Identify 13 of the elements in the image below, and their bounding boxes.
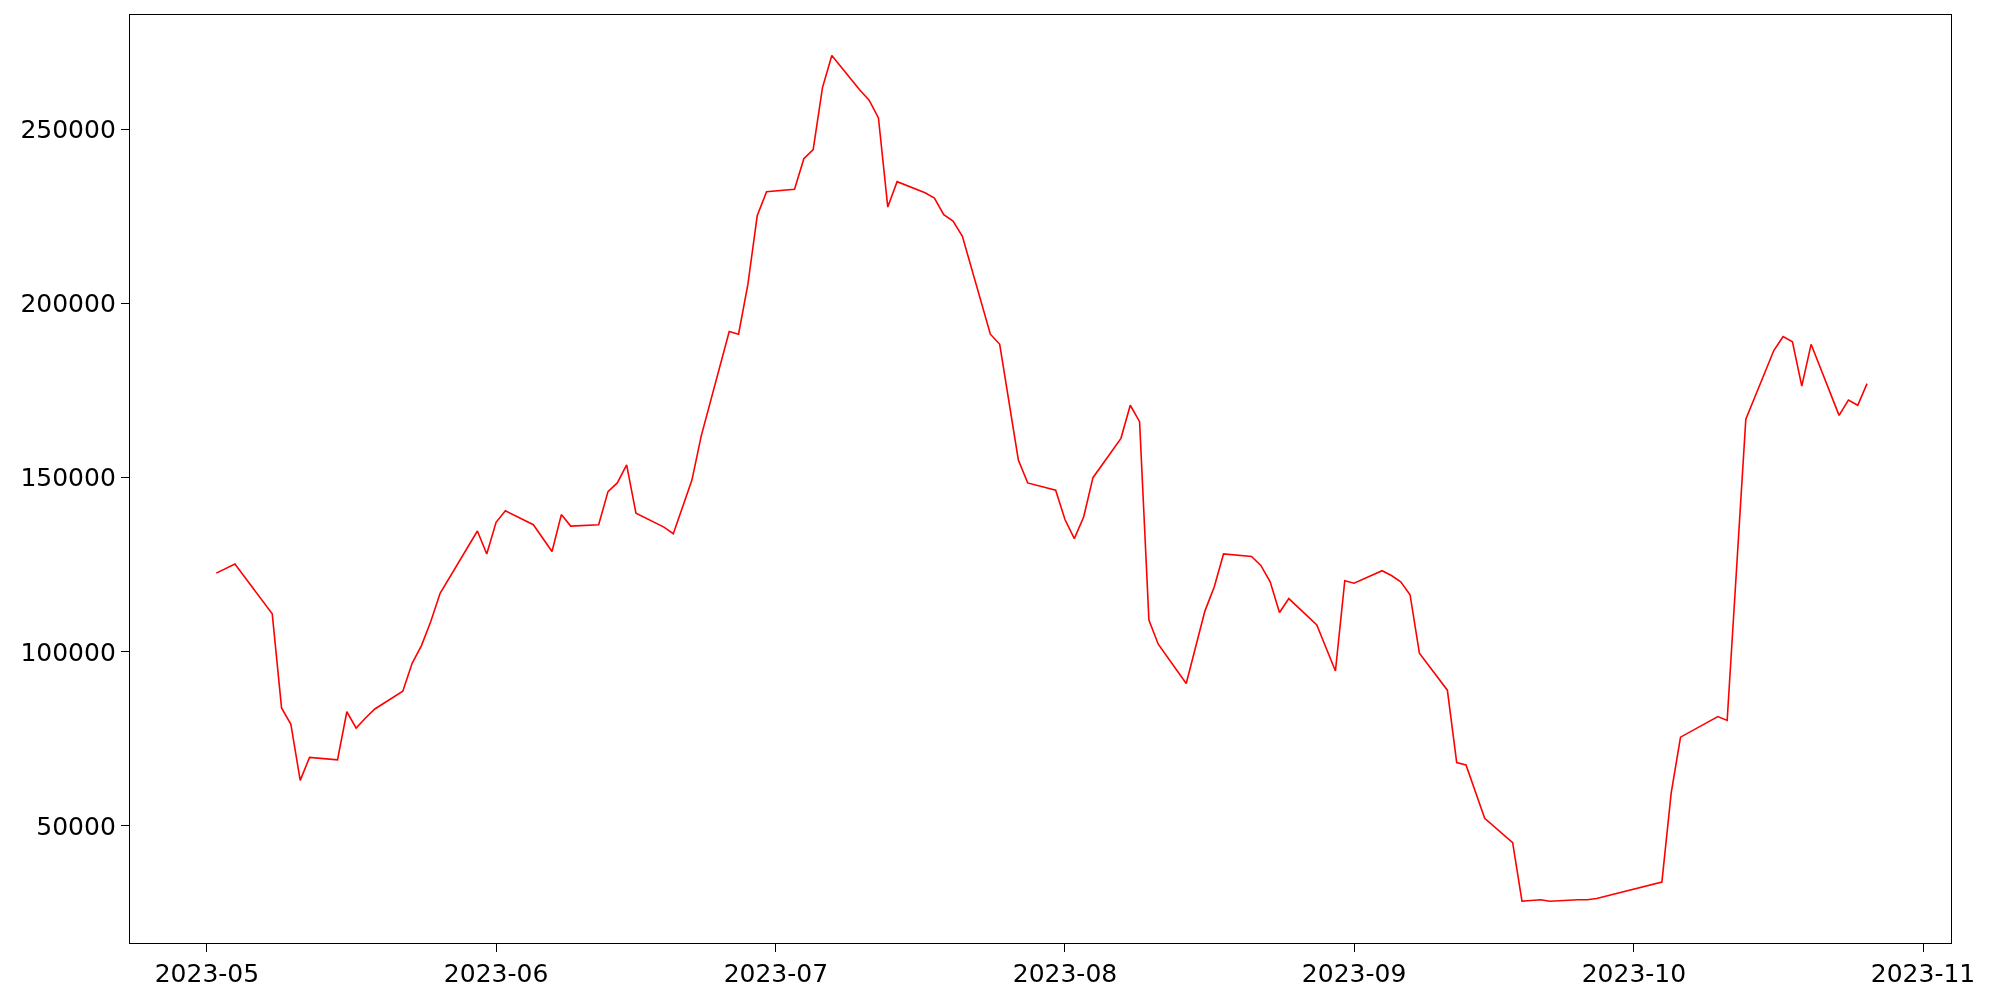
x-tick-label: 2023-08	[1012, 959, 1118, 989]
y-tick-label: 200000	[20, 289, 116, 319]
x-tick-label: 2023-11	[1870, 959, 1976, 989]
y-tick-label: 250000	[20, 115, 116, 145]
line-series	[215, 54, 1868, 903]
x-tick-label: 2023-05	[154, 959, 260, 989]
x-tick-label: 2023-10	[1581, 959, 1687, 989]
x-tick-label: 2023-09	[1301, 959, 1407, 989]
y-tick-label: 100000	[20, 637, 116, 667]
x-tick-label: 2023-06	[443, 959, 549, 989]
y-tick-label: 150000	[20, 463, 116, 493]
y-tick-label: 50000	[36, 811, 116, 841]
x-tick-label: 2023-07	[723, 959, 829, 989]
